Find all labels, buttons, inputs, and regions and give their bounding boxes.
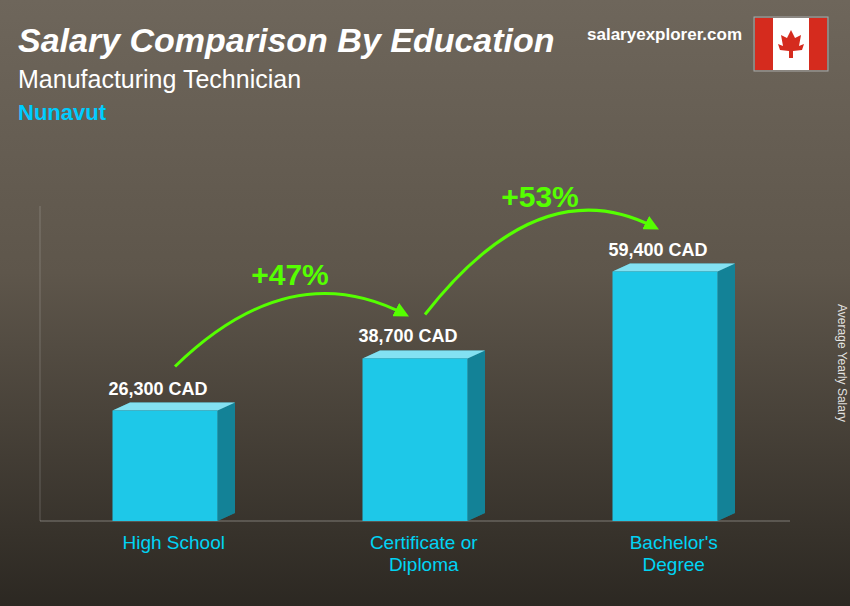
- bar-top: [363, 350, 486, 358]
- flag-border: [754, 17, 828, 71]
- change-arrow: [175, 294, 405, 367]
- bar-top-light: [613, 264, 736, 272]
- change-arrow: [425, 210, 655, 314]
- category-label: Bachelor'sDegree: [630, 532, 718, 575]
- title: Salary Comparison By Education: [18, 21, 555, 59]
- change-label: +47%: [251, 258, 329, 291]
- value-label: 38,700 CAD: [359, 326, 458, 346]
- bar-side: [468, 350, 486, 521]
- flag-field: [755, 18, 827, 70]
- bar-top: [113, 403, 236, 411]
- y-axis: [40, 206, 41, 521]
- bar-side-shade: [468, 350, 486, 521]
- subtitle: Manufacturing Technician: [18, 65, 301, 93]
- bar-group: [613, 264, 736, 521]
- chart: Salary Comparison By Education Manufactur…: [0, 0, 850, 606]
- bar: [113, 411, 218, 521]
- flag-leaf: [778, 30, 804, 58]
- location: Nunavut: [18, 100, 107, 125]
- bar-side: [718, 264, 736, 521]
- brand: salaryexplorer.com: [587, 25, 742, 44]
- bar-group: [363, 350, 486, 521]
- bar: [613, 272, 718, 521]
- bar-top-light: [363, 350, 486, 358]
- bar-side-shade: [718, 264, 736, 521]
- bar-group: [113, 403, 236, 521]
- background: [0, 0, 850, 606]
- category-label: Certificate orDiploma: [370, 532, 478, 575]
- value-label: 26,300 CAD: [109, 379, 208, 399]
- y-axis-label: Average Yearly Salary: [835, 304, 849, 422]
- bar-top-light: [113, 403, 236, 411]
- category-label: High School: [123, 532, 225, 553]
- flag-stripe: [755, 18, 773, 70]
- bar: [363, 358, 468, 521]
- bar-side: [218, 403, 236, 521]
- bar-side-shade: [218, 403, 236, 521]
- flag-stripe: [809, 18, 827, 70]
- change-label: +53%: [501, 180, 579, 213]
- value-label: 59,400 CAD: [609, 240, 708, 260]
- bar-top: [613, 264, 736, 272]
- flag: [754, 17, 828, 71]
